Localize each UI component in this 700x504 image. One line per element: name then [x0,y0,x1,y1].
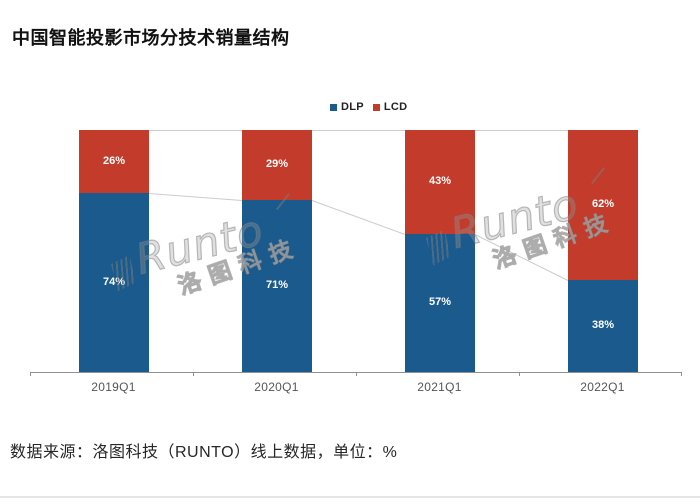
series-connector-dlp-top [311,200,406,235]
value-label-2021Q1-dlp: 57% [428,296,452,308]
legend-item-lcd: LCD [372,101,408,113]
page-title: 中国智能投影市场分技术销量结构 [12,28,290,48]
bar-2019Q1-lcd-segment [79,130,149,193]
value-label-2022Q1-lcd: 62% [591,198,615,210]
legend-swatch-lcd [372,103,380,111]
bar-2020Q1-dlp-segment [242,200,312,372]
source-note: 数据来源：洛图科技（RUNTO）线上数据，单位：% [10,444,398,461]
legend-label: LCD [383,101,408,113]
value-label-2019Q1-lcd: 26% [102,155,126,167]
bar-2022Q1-dlp-segment [568,280,638,372]
value-label-2021Q1-lcd: 43% [428,175,452,187]
value-label-2020Q1-dlp: 71% [265,279,289,291]
x-axis-tick [681,372,682,376]
x-axis-label-2019Q1: 2019Q1 [91,380,136,394]
x-axis-label-2021Q1: 2021Q1 [417,380,462,394]
x-axis-tick [356,372,357,376]
series-connector-dlp-top [474,234,569,281]
legend-swatch-dlp [330,103,337,111]
chart-legend: DLP LCD [330,101,407,113]
value-label-2019Q1-dlp: 74% [102,276,126,288]
x-axis-label-2022Q1: 2022Q1 [580,380,625,394]
legend-label: DLP [341,101,364,113]
bottom-divider [0,496,700,498]
value-label-2022Q1-dlp: 38% [591,319,615,331]
connector-lines [148,130,569,281]
value-label-2020Q1-lcd: 29% [265,158,289,170]
x-axis-tick [30,372,31,376]
plot-area: 26% 74% 2019Q1 29% 71% 2020Q1 43% 57% 2021Q1 62% 3… [30,130,682,394]
bar-2022Q1-lcd-segment [568,130,638,280]
x-axis-tick [193,372,194,376]
series-connector-dlp-top [148,193,243,201]
legend-item-dlp: DLP [330,101,364,113]
bar-2021Q1-lcd-segment [405,130,475,234]
x-axis-tick [519,372,520,376]
bar-2020Q1-lcd-segment [242,130,312,200]
x-axis-label-2020Q1: 2020Q1 [254,380,299,394]
